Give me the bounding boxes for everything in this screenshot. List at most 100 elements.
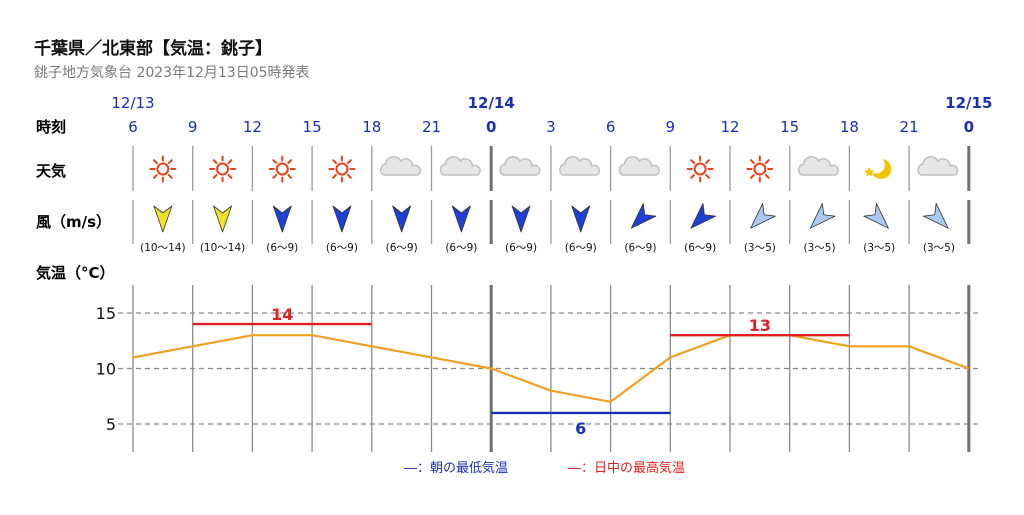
wind-arrow-icon <box>272 205 292 233</box>
sun-ray <box>167 159 173 164</box>
wind-row-label: 風（m/s） <box>36 213 111 231</box>
sun-icon <box>209 155 237 183</box>
cloud-icon <box>380 156 422 176</box>
cloud-icon <box>559 156 601 176</box>
sun-ray <box>287 159 293 164</box>
wind-arrow-shape <box>690 203 717 229</box>
wind-arrow-shape <box>332 205 352 233</box>
sun-ray <box>272 174 278 179</box>
wind-arrow-shape <box>750 203 776 229</box>
wind-arrow-shape <box>571 205 591 233</box>
temperature-series-line <box>131 334 970 403</box>
sun-ray <box>212 159 218 164</box>
sun-ray <box>750 159 755 164</box>
wind-arrow-icon <box>922 203 949 229</box>
sun-ray <box>153 159 158 164</box>
wind-arrow-shape <box>511 205 531 233</box>
wind-arrow-shape <box>809 203 836 229</box>
sun-ray <box>287 174 293 179</box>
cloud-icon <box>618 156 660 176</box>
wind-arrow-icon <box>153 205 173 233</box>
wind-speed-label: (10〜14) <box>140 242 185 254</box>
wind-speed-label: (6〜9) <box>624 242 656 254</box>
wind-arrow-icon <box>213 205 232 233</box>
sun-ray <box>690 159 696 164</box>
moon-icon <box>864 156 892 179</box>
sun-ray <box>690 174 696 179</box>
max-temp-label: 14 <box>271 305 293 324</box>
legend-max-temp: ―：日中の最高気温 <box>568 460 685 476</box>
hour-tick-label: 0 <box>486 118 496 136</box>
wind-speed-label: (3〜5) <box>863 242 895 254</box>
wind-arrow-shape <box>272 205 292 233</box>
wind-arrow-shape <box>213 205 232 233</box>
sun-ray <box>705 159 710 164</box>
cloud-shape <box>439 156 481 176</box>
sun-ray <box>227 174 233 179</box>
min-temp-label: 6 <box>575 419 586 438</box>
hour-tick-label: 18 <box>840 118 859 136</box>
sun-ray <box>272 159 278 164</box>
sun-icon <box>149 155 177 183</box>
wind-speed-label: (6〜9) <box>386 242 418 254</box>
sun-core <box>335 162 349 176</box>
wind-arrow-shape <box>153 205 173 233</box>
wind-arrow-icon <box>630 203 657 229</box>
cloud-shape <box>380 156 422 176</box>
wind-arrow-shape <box>451 205 471 233</box>
date-label: 12/15 <box>945 94 992 112</box>
hour-tick-label: 18 <box>362 118 381 136</box>
y-tick-label: 10 <box>96 360 116 379</box>
hour-tick-label: 12 <box>720 118 739 136</box>
sun-ray <box>346 159 352 164</box>
sun-icon <box>328 155 356 183</box>
sun-ray <box>764 159 770 164</box>
sun-ray <box>212 174 218 179</box>
wind-speed-label: (6〜9) <box>445 242 477 254</box>
sun-ray <box>332 159 337 164</box>
date-label: 12/14 <box>468 94 515 112</box>
cloud-shape <box>559 156 601 176</box>
sun-ray <box>227 159 233 164</box>
sun-ray <box>346 174 352 179</box>
hour-tick-label: 3 <box>546 118 556 136</box>
sun-ray <box>332 174 337 179</box>
wind-speed-label: (6〜9) <box>266 242 298 254</box>
wind-speed-label: (10〜14) <box>200 242 245 254</box>
hour-tick-label: 0 <box>964 118 974 136</box>
wind-arrow-icon <box>750 203 776 229</box>
issued-by-subtitle: 銚子地方気象台 2023年12月13日05時発表 <box>34 65 310 81</box>
sun-core <box>753 162 767 176</box>
wind-speed-label: (3〜5) <box>744 242 776 254</box>
sun-ray <box>764 174 770 179</box>
hour-tick-label: 9 <box>188 118 198 136</box>
wind-arrow-icon <box>332 205 352 233</box>
cloud-shape <box>499 156 541 176</box>
cloud-shape <box>797 156 839 176</box>
wind-arrow-icon <box>690 203 717 229</box>
wind-arrow-shape <box>922 203 949 229</box>
sun-ray <box>153 174 158 179</box>
max-temp-label: 13 <box>749 316 771 335</box>
time-row-label: 時刻 <box>36 118 66 136</box>
wind-speed-label: (6〜9) <box>505 242 537 254</box>
wind-arrow-icon <box>451 205 471 233</box>
hour-tick-label: 6 <box>606 118 616 136</box>
wind-arrow-icon <box>863 203 889 229</box>
legend-min-temp: ―：朝の最低気温 <box>404 460 508 476</box>
y-tick-label: 15 <box>96 304 116 323</box>
weather-row-label: 天気 <box>36 162 66 180</box>
wind-arrow-shape <box>392 205 412 233</box>
cloud-icon <box>797 156 839 176</box>
wind-arrow-icon <box>392 205 412 233</box>
wind-arrow-icon <box>571 205 591 233</box>
sun-ray <box>750 174 755 179</box>
hour-tick-label: 21 <box>900 118 919 136</box>
sun-icon <box>746 155 774 183</box>
hour-tick-label: 15 <box>303 118 322 136</box>
y-tick-label: 5 <box>106 415 116 434</box>
wind-arrow-shape <box>630 203 657 229</box>
date-label: 12/13 <box>111 94 154 112</box>
